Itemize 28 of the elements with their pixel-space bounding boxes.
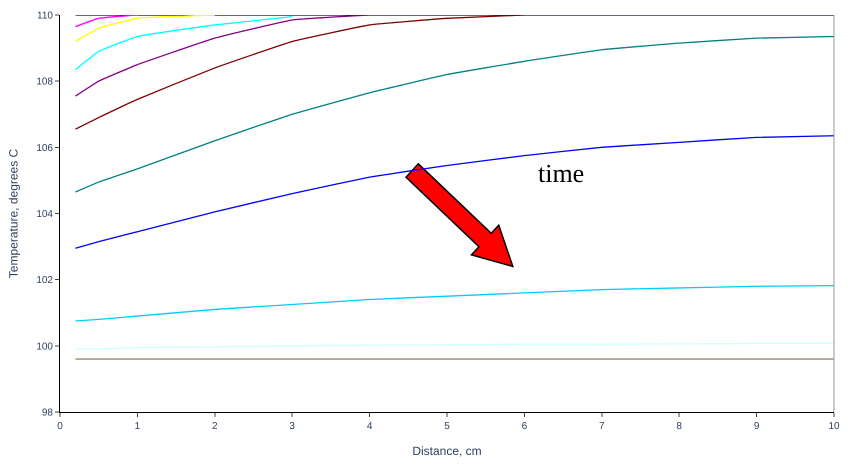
line-series — [74, 15, 526, 130]
y-tick-label: 108 — [36, 76, 54, 88]
x-tick-label: 8 — [676, 421, 682, 432]
y-axis-title: Temperature, degrees C — [6, 148, 21, 278]
y-tick-label: 106 — [36, 142, 54, 154]
x-tick-label: 6 — [522, 421, 528, 432]
x-tick-label: 1 — [134, 421, 141, 432]
line-series — [74, 16, 293, 70]
x-tick-label: 10 — [828, 421, 840, 432]
line-series — [74, 15, 216, 42]
annotation: time — [538, 159, 584, 188]
line-series — [74, 15, 370, 97]
line-series — [74, 284, 834, 322]
y-tick-label: 102 — [36, 275, 54, 286]
x-axis-title: Distance, cm — [412, 444, 482, 458]
x-tick-label: 5 — [444, 421, 450, 432]
x-tick-label: 0 — [57, 421, 64, 432]
x-tick-label: 2 — [212, 421, 218, 432]
y-tick-label: 100 — [36, 341, 54, 352]
y-tick-label: 110 — [37, 10, 54, 22]
line-series — [74, 36, 834, 193]
x-tick-label: 3 — [289, 421, 296, 432]
y-tick-label: 98 — [42, 408, 54, 418]
x-tick-label: 7 — [599, 421, 606, 432]
line-series — [74, 135, 834, 249]
x-tick-label: 4 — [366, 421, 373, 432]
y-tick-label: 104 — [36, 209, 54, 220]
x-tick-label: 9 — [754, 421, 760, 432]
